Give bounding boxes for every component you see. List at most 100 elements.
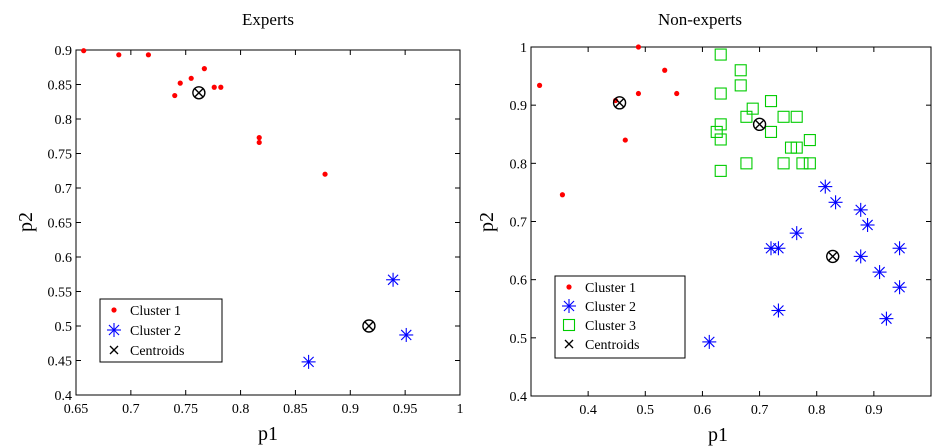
x-tick-label: 1 <box>457 402 464 417</box>
non-experts-cluster-2-point <box>818 179 833 194</box>
experts-cluster-2-point <box>386 272 401 287</box>
non-experts-panel: Non-experts 0.4 0.5 0.6 0.7 0.8 0.90.40.50.60… <box>476 10 932 446</box>
non-experts-cluster-1-point <box>674 90 680 97</box>
non-experts-centroids-point <box>612 96 627 110</box>
non-experts-cluster-3-point <box>803 134 816 147</box>
y-tick-label: 0.8 <box>510 157 528 172</box>
non-experts-cluster-3-point <box>764 95 778 108</box>
x-tick-label: 0.9 <box>865 403 883 418</box>
non-experts-legend-cluster-3-marker <box>562 318 576 332</box>
non-experts-y-axis-label: p2 <box>476 212 498 232</box>
non-experts-cluster-3-point <box>777 110 790 123</box>
y-tick-label: 0.75 <box>48 148 73 163</box>
non-experts-cluster-3-point <box>746 102 759 115</box>
y-tick-label: 0.8 <box>55 113 73 128</box>
non-experts-cluster-3-point <box>764 125 778 138</box>
experts-centroids-point <box>362 319 376 333</box>
y-tick-label: 0.7 <box>510 216 528 231</box>
experts-marks <box>81 48 414 369</box>
experts-x-axis-label: p1 <box>258 423 278 445</box>
non-experts-ticks: 0.4 0.5 0.6 0.7 0.8 0.9 0.4 0.5 0.6 0.7 0.8 0.9 1 <box>510 41 931 418</box>
non-experts-cluster-2-point <box>879 311 894 326</box>
x-tick-label: 0.9 <box>342 402 360 417</box>
non-experts-legend-cluster-3-label: Cluster 3 <box>585 319 636 334</box>
experts-panel: Experts 0.65 0.7 0.75 0.8 0.85 0.9 0.95 1 0.4 0.4… <box>15 10 464 445</box>
non-experts-cluster-2-point <box>702 334 717 349</box>
experts-y-axis-label: p2 <box>15 212 37 232</box>
non-experts-cluster-1-point <box>635 90 642 97</box>
x-tick-label: 0.85 <box>283 402 308 417</box>
experts-title: Experts <box>242 10 294 29</box>
experts-legend: Cluster 1 Cluster 2 Centroids <box>99 298 223 363</box>
non-experts-cluster-3-point <box>714 87 727 100</box>
x-tick-label: 0.7 <box>751 403 769 418</box>
y-tick-label: 0.9 <box>55 44 73 59</box>
non-experts-cluster-3-point <box>790 110 803 123</box>
x-tick-label: 0.5 <box>637 403 655 418</box>
non-experts-cluster-2-point <box>828 195 843 210</box>
y-tick-label: 0.4 <box>510 390 528 405</box>
x-tick-label: 0.75 <box>173 402 198 417</box>
y-tick-label: 0.9 <box>510 99 528 114</box>
non-experts-cluster-2-point <box>872 265 887 280</box>
y-tick-label: 0.6 <box>55 251 73 266</box>
non-experts-cluster-2-point <box>789 226 804 241</box>
experts-cluster-1-point <box>81 48 87 54</box>
experts-cluster-1-point <box>188 75 194 81</box>
experts-cluster-1-point <box>211 84 217 90</box>
non-experts-cluster-3-point <box>803 157 816 170</box>
non-experts-legend-centroids-label: Centroids <box>585 338 639 353</box>
experts-cluster-1-point <box>177 80 183 86</box>
experts-cluster-1-point <box>145 52 152 58</box>
experts-legend-cluster-2-label: Cluster 2 <box>130 324 181 339</box>
non-experts-legend-cluster-1-marker <box>566 284 572 290</box>
experts-cluster-1-point <box>256 135 262 141</box>
non-experts-cluster-1-point <box>635 44 642 50</box>
non-experts-cluster-3-point <box>790 141 803 154</box>
experts-cluster-2-point <box>399 327 414 342</box>
non-experts-cluster-1-point <box>559 192 566 198</box>
non-experts-cluster-1-point <box>536 82 543 88</box>
non-experts-centroids-point <box>826 249 840 264</box>
experts-cluster-1-point <box>218 84 224 90</box>
y-tick-label: 0.5 <box>55 320 73 335</box>
non-experts-cluster-3-point <box>740 157 753 170</box>
y-tick-label: 0.7 <box>55 182 73 197</box>
non-experts-legend-cluster-2-label: Cluster 2 <box>585 300 636 315</box>
non-experts-cluster-3-point <box>734 64 747 77</box>
experts-centroids-point <box>192 86 206 100</box>
y-tick-label: 1 <box>520 41 527 56</box>
non-experts-legend-box <box>554 275 686 359</box>
experts-legend-cluster-1-marker <box>111 307 117 313</box>
non-experts-cluster-3-point <box>714 133 727 146</box>
x-tick-label: 0.7 <box>122 402 140 417</box>
non-experts-marks <box>536 44 907 349</box>
experts-cluster-1-point <box>201 66 207 72</box>
x-tick-label: 0.8 <box>232 402 250 417</box>
experts-legend-cluster-2-marker <box>107 323 121 337</box>
non-experts-cluster-2-point <box>853 202 868 217</box>
y-tick-label: 0.55 <box>48 286 73 301</box>
non-experts-cluster-3-point <box>796 157 809 170</box>
experts-cluster-1-point <box>116 52 122 58</box>
non-experts-cluster-3-point <box>714 164 727 177</box>
experts-ticks: 0.65 0.7 0.75 0.8 0.85 0.9 0.95 1 0.4 0.45 0.5 0.55… <box>48 44 464 417</box>
non-experts-cluster-3-point <box>777 157 790 170</box>
non-experts-cluster-3-point <box>714 48 727 61</box>
non-experts-cluster-2-point <box>771 303 786 318</box>
non-experts-cluster-2-point <box>860 217 875 232</box>
non-experts-x-axis-label: p1 <box>708 424 728 446</box>
non-experts-cluster-3-point <box>734 79 747 92</box>
y-tick-label: 0.45 <box>48 355 73 370</box>
non-experts-cluster-3-point <box>714 118 727 131</box>
experts-cluster-2-point <box>301 354 316 369</box>
non-experts-legend-cluster-2-marker <box>562 299 576 313</box>
x-tick-label: 0.8 <box>808 403 826 418</box>
x-tick-label: 0.65 <box>64 402 89 417</box>
experts-cluster-1-point <box>172 92 178 99</box>
non-experts-cluster-2-point <box>771 241 786 256</box>
x-tick-label: 0.6 <box>694 403 712 418</box>
non-experts-legend-cluster-1-label: Cluster 1 <box>585 281 636 296</box>
